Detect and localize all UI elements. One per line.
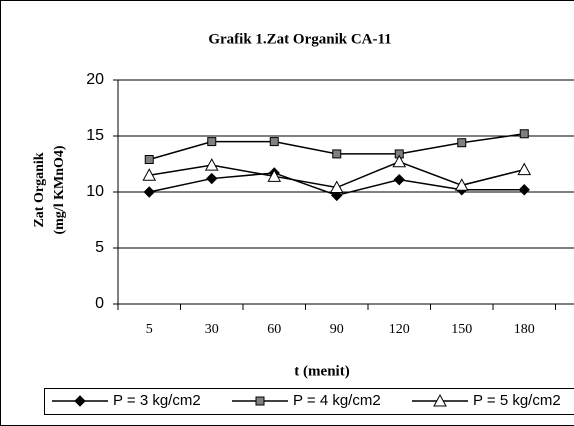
marker xyxy=(269,137,279,147)
x-tick-label: 30 xyxy=(205,322,219,337)
x-tick-label: 90 xyxy=(330,322,344,337)
marker xyxy=(393,173,405,186)
marker xyxy=(267,169,282,182)
marker xyxy=(142,168,157,181)
marker xyxy=(143,186,155,198)
y-axis-title: (mg/l KMnO4) xyxy=(52,145,67,234)
y-tick-label: 20 xyxy=(86,71,104,88)
y-axis-title: Zat Organik xyxy=(32,152,47,227)
x-tick-label: 120 xyxy=(389,322,410,337)
marker xyxy=(74,395,86,407)
marker xyxy=(144,155,154,165)
marker xyxy=(433,393,447,407)
chart-title: Grafik 1.Zat Organik CA-11 xyxy=(208,31,391,47)
marker xyxy=(517,162,532,176)
legend xyxy=(44,388,574,415)
y-tick-label: 0 xyxy=(95,295,104,312)
marker xyxy=(457,138,467,148)
marker xyxy=(454,178,469,191)
marker xyxy=(204,158,219,171)
marker xyxy=(207,137,217,147)
x-axis-title: t (menit) xyxy=(294,363,349,379)
marker xyxy=(392,154,407,168)
x-tick-label: 180 xyxy=(514,322,535,337)
marker xyxy=(332,149,342,159)
legend-label: P = 5 kg/cm2 xyxy=(473,392,561,409)
y-tick-label: 5 xyxy=(95,239,104,256)
y-tick-label: 10 xyxy=(86,183,104,200)
legend-label: P = 3 kg/cm2 xyxy=(113,392,201,409)
x-tick-label: 5 xyxy=(146,322,153,337)
marker xyxy=(519,129,529,139)
marker xyxy=(329,180,344,194)
x-tick-label: 60 xyxy=(267,322,281,337)
marker xyxy=(206,172,218,185)
legend-label: P = 4 kg/cm2 xyxy=(293,392,381,409)
marker xyxy=(255,396,265,406)
x-tick-label: 150 xyxy=(451,322,472,337)
y-tick-label: 15 xyxy=(86,127,104,144)
marker xyxy=(518,184,530,196)
